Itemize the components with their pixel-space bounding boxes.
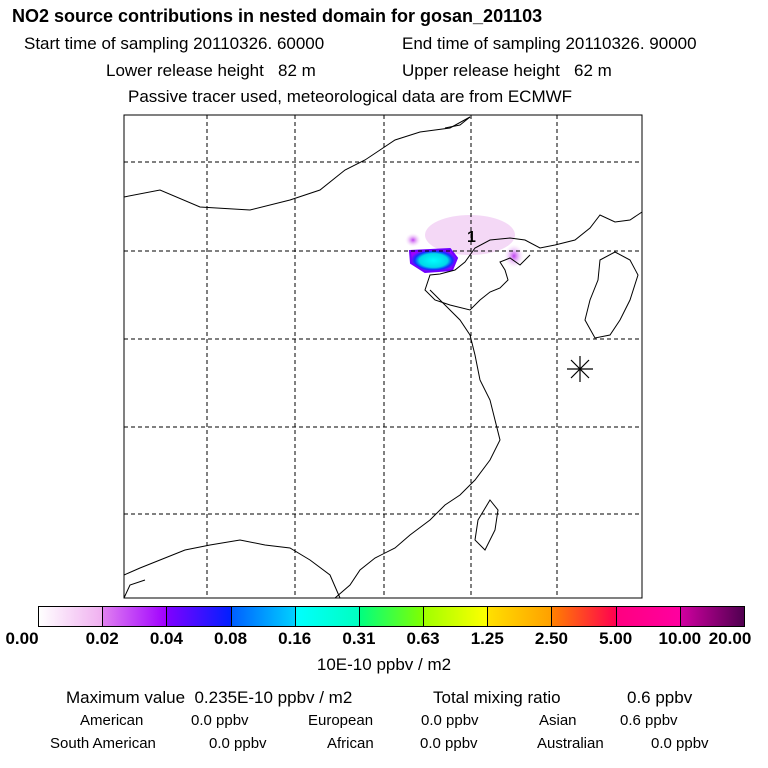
colorbar-segment	[230, 606, 296, 627]
tracer-note: Passive tracer used, meteorological data…	[128, 87, 573, 106]
plume-field	[405, 215, 524, 274]
region-value: 0.0 ppbv	[209, 735, 267, 752]
total-label: Total mixing ratio	[433, 688, 561, 707]
region-name: Asian	[539, 712, 577, 729]
colorbar-tick-label: 0.04	[149, 629, 183, 648]
colorbar-segment	[166, 606, 232, 627]
region-value: 0.6 ppbv	[620, 712, 678, 729]
colorbar-tick-label: 1.25	[470, 629, 504, 648]
source-label: 1	[467, 229, 476, 246]
colorbar-tick-label: 0.63	[406, 629, 440, 648]
lower-height: Lower release height 82 m	[106, 61, 316, 80]
total-value: 0.6 ppbv	[627, 688, 693, 707]
end-time: End time of sampling 20110326. 90000	[402, 34, 697, 53]
colorbar-tick-label: 20.00	[708, 629, 752, 648]
max-value: Maximum value 0.235E-10 ppbv / m2	[66, 688, 353, 707]
colorbar-segment	[102, 606, 168, 627]
colorbar-unit: 10E-10 ppbv / m2	[316, 655, 452, 674]
colorbar-segment	[294, 606, 360, 627]
colorbar-tick-label: 0.31	[342, 629, 376, 648]
plume-halo	[425, 215, 515, 255]
colorbar-tick-label: 0.00	[5, 629, 39, 648]
colorbar-tick-label: 0.16	[278, 629, 312, 648]
gridlines	[124, 115, 642, 598]
coastlines	[123, 116, 643, 599]
plume-patch	[405, 233, 421, 247]
colorbar-tick-label: 0.02	[85, 629, 119, 648]
region-name: African	[327, 735, 374, 752]
plume-patch	[504, 244, 524, 268]
colorbar-segment	[679, 606, 745, 627]
colorbar-tick-label: 5.00	[599, 629, 633, 648]
region-name: South American	[50, 735, 156, 752]
plume-core	[408, 247, 459, 274]
map-frame	[123, 114, 643, 599]
region-value: 0.0 ppbv	[191, 712, 249, 729]
region-name: Australian	[537, 735, 604, 752]
start-time: Start time of sampling 20110326. 60000	[24, 34, 325, 53]
colorbar-tick-label: 0.08	[213, 629, 248, 648]
colorbar-segment	[551, 606, 617, 627]
colorbar-segment	[487, 606, 553, 627]
region-name: European	[308, 712, 374, 729]
colorbar-segment	[423, 606, 489, 627]
colorbar-segment	[38, 606, 104, 627]
colorbar-segment	[615, 606, 681, 627]
colorbar-segment	[358, 606, 425, 627]
upper-height: Upper release height 62 m	[402, 61, 612, 80]
region-value: 0.0 ppbv	[421, 712, 479, 729]
region-value: 0.0 ppbv	[420, 735, 478, 752]
chart-title: NO2 source contributions in nested domai…	[12, 6, 543, 26]
colorbar-tick-label: 2.50	[534, 629, 568, 648]
colorbar-tick-label: 10.00	[658, 629, 702, 648]
receptor-marker-icon	[567, 356, 593, 382]
region-value: 0.0 ppbv	[651, 735, 709, 752]
region-name: American	[80, 712, 144, 729]
